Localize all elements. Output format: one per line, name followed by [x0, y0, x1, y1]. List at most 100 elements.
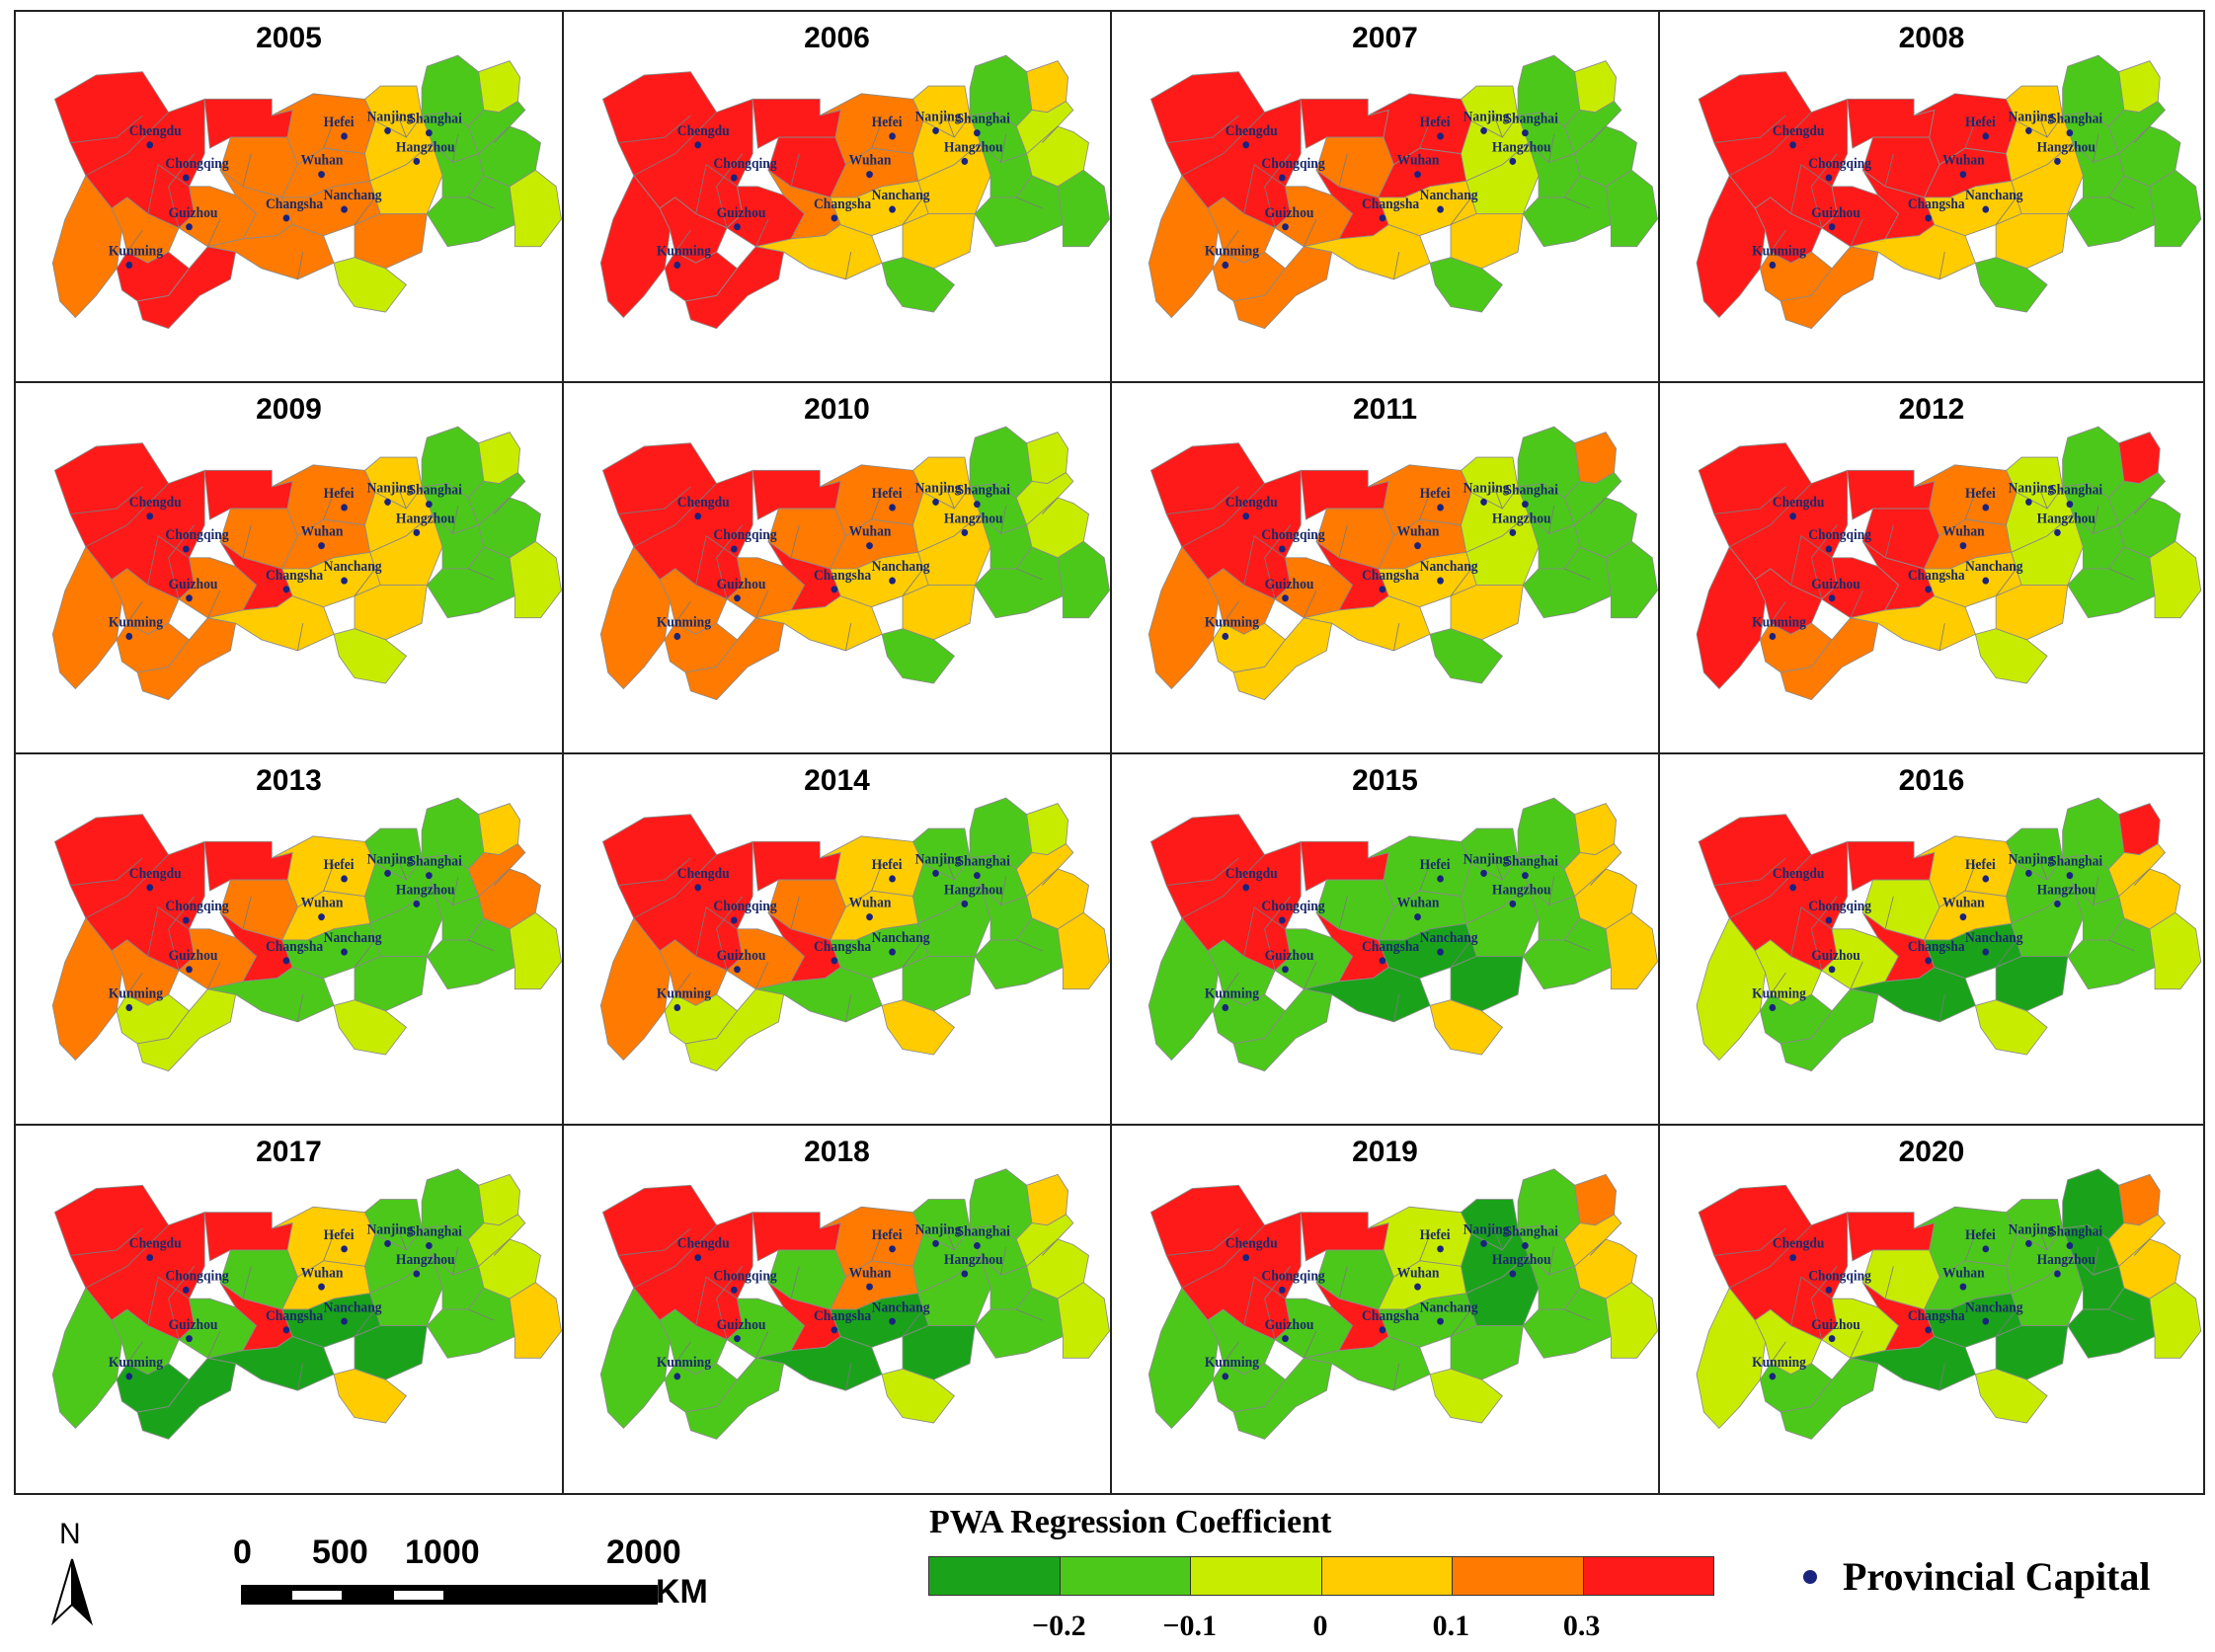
- county-border: [1042, 497, 1059, 514]
- map-region: [902, 956, 976, 1012]
- county-border: [494, 1238, 511, 1256]
- county-border: [452, 1246, 459, 1276]
- county-border: [754, 590, 769, 618]
- map-region: [755, 224, 883, 280]
- city-label: Nanjing: [2009, 1221, 2055, 1236]
- capital-legend-label: Provincial Capital: [1843, 1554, 2151, 1599]
- map-region: [1605, 1282, 1658, 1359]
- capital-marker: [831, 1326, 838, 1334]
- capital-marker: [889, 132, 896, 140]
- capital-marker: [1828, 594, 1836, 602]
- legend-swatch: [1321, 1557, 1453, 1595]
- county-border: [126, 1341, 143, 1365]
- county-border: [452, 876, 459, 905]
- capital-marker: [413, 157, 421, 165]
- city-label: Wuhan: [301, 896, 344, 910]
- county-border: [1000, 505, 1007, 534]
- county-border: [754, 961, 769, 989]
- capital-legend: Provincial Capital: [1803, 1553, 2150, 1600]
- county-border: [242, 524, 252, 558]
- capital-marker: [1279, 916, 1286, 924]
- capital-marker: [1437, 132, 1444, 140]
- map-region: [2118, 868, 2181, 930]
- city-label: Shanghai: [2049, 483, 2102, 498]
- capital-marker: [1379, 586, 1386, 593]
- map-region: [478, 125, 541, 188]
- county-border: [168, 153, 196, 228]
- county-border: [943, 481, 955, 510]
- county-border: [1223, 1341, 1239, 1365]
- city-label: Hangzhou: [944, 511, 1003, 526]
- capital-marker: [673, 1373, 681, 1380]
- city-label: Chongqing: [713, 900, 776, 914]
- city-label: Nanjing: [1463, 481, 1510, 496]
- city-label: Kunming: [109, 244, 163, 259]
- county-border: [1016, 568, 1043, 581]
- county-border: [618, 486, 691, 515]
- capital-marker: [2054, 528, 2061, 536]
- capital-marker: [1437, 1245, 1444, 1253]
- county-border: [242, 896, 252, 929]
- city-label: Chengdu: [677, 496, 730, 511]
- map-panel-2006: Chengdu Chongqing Guizhou Kunming Changsha Wu…: [564, 12, 1112, 383]
- map-region: [1995, 213, 2069, 270]
- city-label: Chengdu: [677, 124, 730, 139]
- map-region: [1850, 224, 1976, 280]
- city-label: Nanjing: [367, 110, 414, 124]
- capital-marker: [1522, 501, 1529, 509]
- county-border: [674, 1341, 691, 1365]
- panel-year: 2014: [804, 764, 870, 797]
- map-region: [1605, 540, 1658, 619]
- county-border: [1264, 153, 1292, 228]
- capital-marker: [146, 884, 154, 892]
- capital-marker: [734, 1335, 741, 1343]
- legend-label: −0.2: [1032, 1610, 1086, 1642]
- county-border: [2108, 197, 2135, 209]
- map-region: [1850, 967, 1976, 1023]
- city-label: Nanjing: [367, 481, 414, 496]
- city-label: Nanjing: [367, 852, 414, 867]
- map-panel-2015: Chengdu Chongqing Guizhou Kunming Changsha Wu…: [1112, 754, 1660, 1126]
- capital-marker: [183, 1286, 190, 1294]
- capital-marker: [384, 126, 391, 134]
- map-region: [1696, 174, 1767, 319]
- map-region: [354, 585, 428, 641]
- map-region: [1563, 843, 1622, 898]
- city-label: Hangzhou: [396, 511, 455, 526]
- capital-marker: [1825, 174, 1833, 182]
- city-label: Hefei: [872, 1228, 903, 1243]
- county-border: [85, 483, 169, 548]
- county-border: [354, 568, 376, 596]
- north-label: N: [59, 1518, 81, 1550]
- map-panel-2019: Chengdu Chongqing Guizhou Kunming Changsha Wu…: [1112, 1126, 1660, 1493]
- capital-marker: [1959, 542, 1967, 550]
- city-label: Wuhan: [301, 524, 344, 539]
- map-region: [467, 101, 526, 155]
- scale-tick-500: 500: [312, 1534, 368, 1571]
- county-border: [126, 229, 143, 253]
- city-label: Chongqing: [1808, 157, 1871, 172]
- legend-label: 0.1: [1432, 1610, 1470, 1642]
- capital-marker: [1379, 214, 1386, 222]
- map-region: [1574, 125, 1637, 188]
- capital-marker: [1982, 1317, 1990, 1325]
- map-region: [1696, 916, 1767, 1062]
- county-border: [1713, 486, 1786, 515]
- panel-year: 2008: [1898, 22, 1965, 54]
- county-border: [716, 153, 744, 228]
- city-label: Chongqing: [713, 528, 776, 543]
- county-border: [85, 1224, 169, 1289]
- legend-swatch: [1060, 1557, 1191, 1595]
- city-label: Chongqing: [165, 900, 228, 914]
- city-label: Hangzhou: [944, 140, 1003, 155]
- map-region: [1780, 246, 1879, 330]
- map-region: [1995, 956, 2069, 1012]
- city-label: Kunming: [657, 1356, 711, 1371]
- capital-marker: [318, 913, 325, 921]
- county-border: [2036, 481, 2048, 510]
- city-label: Changsha: [266, 197, 323, 212]
- north-arrow-icon: [50, 1558, 94, 1626]
- choropleth-map: Chengdu Chongqing Guizhou Kunming Changsha Wu…: [51, 1168, 562, 1440]
- map-region: [1450, 956, 1524, 1012]
- capital-marker: [1222, 261, 1229, 270]
